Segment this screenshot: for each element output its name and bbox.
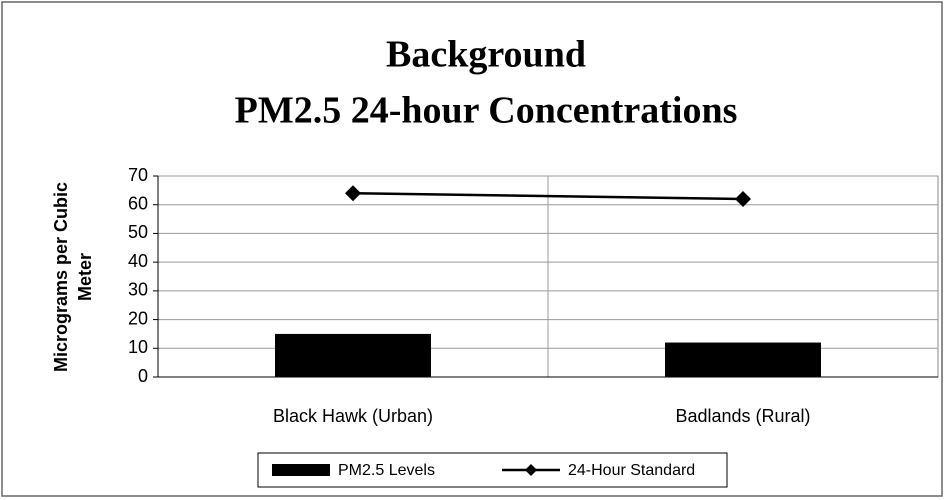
x-tick-label: Badlands (Rural) bbox=[675, 406, 810, 426]
y-tick-label: 70 bbox=[128, 165, 148, 185]
y-tick-label: 30 bbox=[128, 280, 148, 300]
chart-title: Background bbox=[386, 34, 586, 76]
y-tick-label: 40 bbox=[128, 251, 148, 271]
marker bbox=[345, 185, 361, 202]
y-tick-label: 60 bbox=[128, 193, 148, 213]
marker bbox=[735, 190, 751, 207]
y-axis-label: Meter bbox=[75, 253, 95, 301]
legend-box bbox=[257, 452, 728, 488]
y-axis-label: Micrograms per Cubic bbox=[51, 182, 71, 372]
legend-swatch bbox=[272, 464, 330, 476]
y-tick-label: 10 bbox=[128, 337, 148, 357]
legend-marker bbox=[525, 464, 537, 476]
legend-label: 24-Hour Standard bbox=[568, 462, 695, 479]
y-tick-label: 50 bbox=[128, 222, 148, 242]
y-tick-label: 20 bbox=[128, 308, 148, 328]
bar bbox=[665, 342, 821, 377]
y-tick-label: 0 bbox=[138, 366, 148, 386]
line bbox=[352, 191, 744, 201]
x-tick-label: Black Hawk (Urban) bbox=[273, 406, 433, 426]
chart-title: PM2.5 24-hour Concentrations bbox=[235, 90, 738, 132]
legend-label: PM2.5 Levels bbox=[338, 462, 435, 479]
bar bbox=[275, 333, 431, 377]
